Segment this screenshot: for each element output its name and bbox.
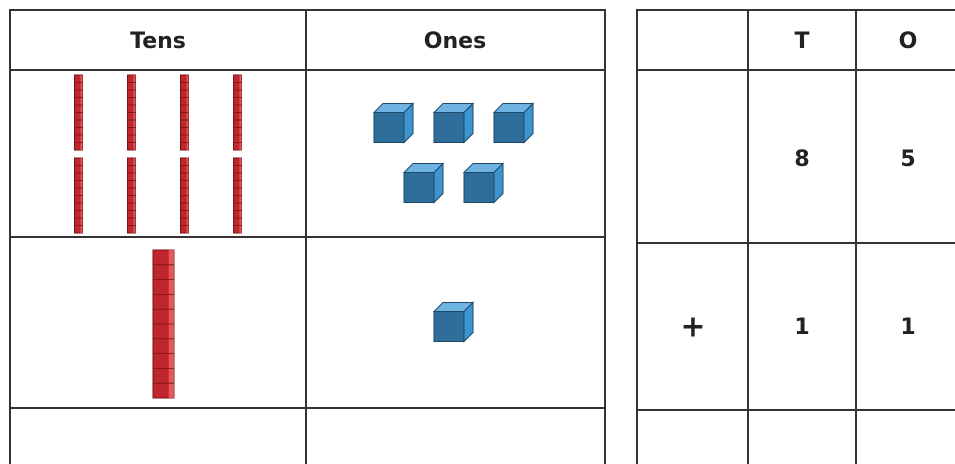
digit: 1 xyxy=(794,315,809,340)
ten-rod xyxy=(180,157,189,234)
table-border xyxy=(636,9,955,464)
one-cube xyxy=(432,102,475,144)
cube-side xyxy=(403,102,414,144)
cube-side xyxy=(433,162,444,204)
ten-rod xyxy=(233,74,242,151)
one-cube xyxy=(402,162,445,204)
header-t: T xyxy=(794,29,809,54)
one-cube xyxy=(492,102,535,144)
cube-side xyxy=(463,301,474,343)
digit: 8 xyxy=(794,147,809,172)
ten-rod xyxy=(152,249,175,399)
one-cube xyxy=(432,301,475,343)
one-cube xyxy=(462,162,505,204)
header-tens: Tens xyxy=(130,29,186,54)
cube-front xyxy=(493,112,525,143)
cube-front xyxy=(463,172,495,203)
ten-rod xyxy=(74,157,83,234)
table-border xyxy=(9,9,606,464)
cube-front xyxy=(403,172,435,203)
cube-side xyxy=(493,162,504,204)
cube-side xyxy=(463,102,474,144)
ten-rod xyxy=(180,74,189,151)
column-grid xyxy=(636,9,955,464)
digit: 5 xyxy=(900,147,915,172)
ten-rod xyxy=(127,157,136,234)
operator: + xyxy=(680,310,705,345)
one-cube xyxy=(372,102,415,144)
cube-front xyxy=(433,112,465,143)
header-o: O xyxy=(899,29,918,54)
cube-front xyxy=(433,311,465,342)
header-ones: Ones xyxy=(424,29,486,54)
place-value-grid xyxy=(9,9,606,464)
cube-front xyxy=(373,112,405,143)
cube-side xyxy=(523,102,534,144)
digit: 1 xyxy=(900,315,915,340)
ten-rod xyxy=(127,74,136,151)
ten-rod xyxy=(74,74,83,151)
ten-rod xyxy=(233,157,242,234)
